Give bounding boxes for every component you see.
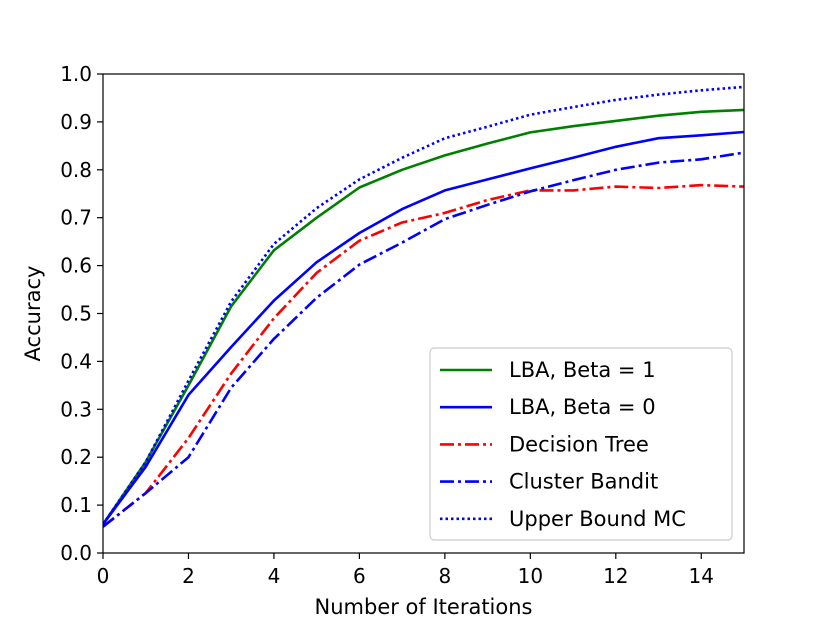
series-line-5 <box>103 85 744 526</box>
y-tick-label: 0.3 <box>60 397 92 421</box>
y-axis-label: Accuracy <box>21 266 45 362</box>
x-axis-ticks: 0 2 4 6 8 10 12 14 <box>97 553 714 588</box>
y-axis-ticks: 0.0 0.1 0.2 0.3 0.4 0.5 0.6 0.7 0.8 0.9 1.0 <box>60 62 103 565</box>
y-tick-label: 0.9 <box>60 110 92 134</box>
y-tick-label: 0.8 <box>60 158 92 182</box>
legend-box <box>429 347 733 541</box>
x-tick-label: 8 <box>438 564 451 588</box>
x-tick-label: 12 <box>603 564 628 588</box>
y-tick-label: 0.0 <box>60 541 92 565</box>
y-tick-label: 0.1 <box>60 493 92 517</box>
y-tick-label: 0.5 <box>60 302 92 326</box>
legend-label-2: LBA, Beta = 0 <box>509 395 656 419</box>
x-tick-label: 10 <box>518 564 543 588</box>
legend-label-1: LBA, Beta = 1 <box>509 358 656 382</box>
y-tick-label: 0.4 <box>60 349 92 373</box>
x-axis-label: Number of Iterations <box>315 595 533 619</box>
series-line-4 <box>103 151 744 528</box>
x-tick-label: 4 <box>268 564 281 588</box>
series-line-1 <box>103 108 744 526</box>
series-line-2 <box>103 130 744 526</box>
x-tick-label: 0 <box>97 564 110 588</box>
plot-lines <box>103 85 744 528</box>
y-tick-label: 1.0 <box>60 62 92 86</box>
y-tick-label: 0.7 <box>60 206 92 230</box>
legend-label-3: Decision Tree <box>509 432 649 456</box>
x-tick-label: 14 <box>689 564 714 588</box>
legend-label-4: Cluster Bandit <box>509 470 658 494</box>
x-tick-label: 6 <box>353 564 366 588</box>
series-line-3 <box>103 183 744 528</box>
legend: LBA, Beta = 1 LBA, Beta = 0 Decision Tree C… <box>429 347 733 541</box>
x-tick-label: 2 <box>182 564 195 588</box>
legend-label-5: Upper Bound MC <box>509 507 686 531</box>
y-tick-label: 0.6 <box>60 254 92 278</box>
y-tick-label: 0.2 <box>60 445 92 469</box>
